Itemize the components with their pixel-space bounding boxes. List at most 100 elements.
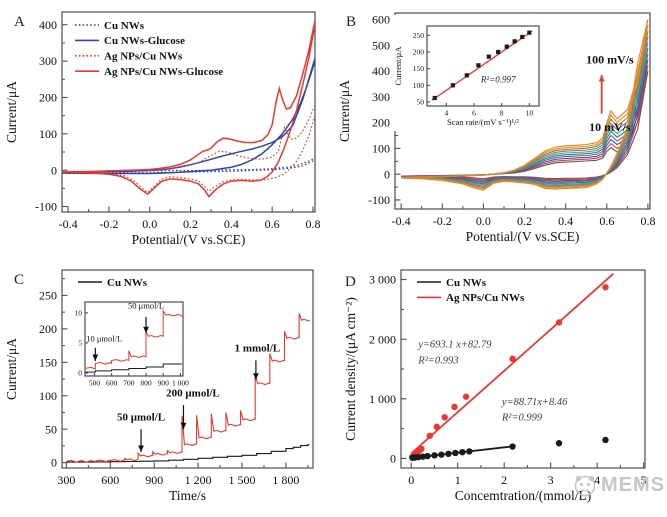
panel-label: C bbox=[14, 272, 24, 288]
panel-d-calibration-chart: 0 1 2 3 4 5 0 1 000 2 000 3 000 Concemtration/(mmo… bbox=[343, 269, 647, 503]
series bbox=[408, 273, 614, 462]
x-tick-label: 0.0 bbox=[142, 217, 157, 231]
series-cv-100mVs bbox=[401, 19, 649, 191]
y-tick-label: 300 bbox=[372, 90, 390, 104]
y-tick-label: 200 bbox=[39, 322, 57, 336]
panel-c-amperometry-chart: 300 600 900 1 200 1 500 1 800050100150200250T… bbox=[4, 269, 314, 503]
annotation: y=693.1 x+82.79 bbox=[417, 340, 492, 351]
legend-label: Ag NPs/Cu NWs-Glucose bbox=[104, 66, 223, 78]
x-tick-label: 0 bbox=[408, 473, 414, 487]
y-tick-label: 1 000 bbox=[369, 392, 396, 406]
annotation: R²=0.993 bbox=[417, 356, 458, 367]
x-tick-label: 4 bbox=[444, 109, 448, 118]
panel-label: A bbox=[14, 14, 25, 30]
inset: 4 6 8 10 50 100 150 200 250 Scan rate/(mV s⁻¹)¹/²… bbox=[390, 15, 548, 131]
x-tick-label: 1 500 bbox=[229, 473, 256, 487]
legend: Cu NWs Ag NPs/Cu NWs bbox=[417, 277, 525, 304]
annotation-arrowhead bbox=[253, 373, 259, 380]
y-axis-title: Current/μA bbox=[337, 80, 352, 142]
y-tick-label: 5 bbox=[78, 338, 82, 347]
y-tick-label: 150 bbox=[413, 64, 425, 73]
axes: -0.4 -0.2 0.0 0.2 0.4 0.6 0.8 -100 0 100 200 300 400… bbox=[337, 12, 655, 244]
legend-label: Cu NWs bbox=[446, 277, 487, 289]
series-Ag NPs/Cu NWs bbox=[66, 313, 310, 463]
annotation: 100 mV/s bbox=[586, 52, 634, 66]
x-tick-label: 0.6 bbox=[599, 214, 614, 228]
x-tick-label: 1 200 bbox=[185, 473, 212, 487]
y-tick-label: 250 bbox=[413, 31, 425, 40]
inset: 500 600 700 800 900 1 000 0 5 10 10 μmol/L 50 μmol… bbox=[69, 293, 193, 389]
x-tick-label: 3 bbox=[548, 473, 554, 487]
y-tick-label: 2 000 bbox=[369, 332, 396, 346]
axes: 4 6 8 10 50 100 150 200 250 Scan rate/(mV s⁻¹)¹/²… bbox=[393, 25, 540, 127]
x-tick-label: 0.4 bbox=[558, 214, 573, 228]
y-tick-label: 50 bbox=[45, 422, 57, 436]
annotation: 1 mmol/L bbox=[235, 343, 281, 355]
y-tick-label: 50 bbox=[417, 98, 425, 107]
annotation-arrowhead bbox=[138, 445, 144, 452]
annotation: 10 μmol/L bbox=[86, 334, 122, 344]
y-axis-title: Current/μA bbox=[4, 81, 19, 143]
x-tick-label: -0.4 bbox=[392, 214, 411, 228]
x-axis-title: Concemtration/(mmol/L) bbox=[455, 488, 591, 503]
annotation-arrowhead bbox=[180, 422, 187, 430]
y-tick-label: 0 bbox=[51, 163, 57, 177]
x-tick-label: -0.2 bbox=[99, 217, 118, 231]
y-tick-label: -100 bbox=[368, 193, 390, 207]
annotations: 50 μmol/L 200 μmol/L 1 mmol/L bbox=[117, 343, 280, 452]
y-tick-label: 150 bbox=[39, 355, 57, 369]
y-axis-title: Current/μA bbox=[393, 46, 403, 86]
x-tick-label: 900 bbox=[158, 379, 170, 388]
y-tick-label: 250 bbox=[39, 288, 57, 302]
y-tick-label: 0 bbox=[78, 369, 82, 378]
annotation: 200 μmol/L bbox=[166, 387, 220, 399]
annotations: y=693.1 x+82.79 R²=0.993 y=88.71x+8.46 R²=0… bbox=[417, 340, 568, 424]
series-Cu NWs bbox=[85, 363, 182, 373]
y-tick-label: 200 bbox=[39, 91, 57, 105]
series-Ag NPs/Cu NWs bbox=[85, 309, 183, 370]
panel-label: D bbox=[345, 274, 356, 290]
y-tick-label: 300 bbox=[39, 54, 57, 68]
x-tick-label: 0.2 bbox=[183, 217, 198, 231]
legend: Cu NWs Cu NWs-Glucose Ag NPs/Cu NWs Ag NPs/… bbox=[75, 20, 223, 78]
x-tick-label: 0.8 bbox=[305, 217, 320, 231]
annotation-arrowhead bbox=[143, 326, 149, 334]
x-tick-label: 300 bbox=[57, 473, 75, 487]
panel-label: B bbox=[346, 14, 356, 30]
series-Ag NPs/Cu NWs bbox=[408, 284, 609, 461]
x-tick-label: -0.2 bbox=[433, 214, 452, 228]
panel-a-cv-comparison-chart: -0.4 -0.2 0.0 0.2 0.4 0.6 0.8 -100 0 100 200 300 400… bbox=[4, 11, 320, 247]
legend-label: Ag NPs/Cu NWs bbox=[446, 292, 525, 304]
legend-label: Cu NWs bbox=[107, 277, 148, 289]
series bbox=[66, 313, 310, 463]
series-Cu NWs bbox=[409, 436, 609, 462]
panel-b-scan-rate-chart: -0.4 -0.2 0.0 0.2 0.4 0.6 0.8 -100 0 100 200 300 400… bbox=[337, 12, 655, 244]
inset-background bbox=[390, 15, 548, 131]
x-tick-label: 2 bbox=[501, 473, 507, 487]
y-tick-label: 400 bbox=[372, 64, 390, 78]
x-axis-title: Scan rate/(mV s⁻¹)¹/² bbox=[447, 117, 519, 127]
y-tick-label: 100 bbox=[413, 81, 425, 90]
series bbox=[62, 20, 315, 198]
y-tick-label: 200 bbox=[413, 48, 425, 57]
annotations: R²=0.997 bbox=[480, 75, 516, 85]
series bbox=[85, 309, 183, 373]
x-axis-title: Time/s bbox=[169, 488, 206, 503]
axes: -0.4 -0.2 0.0 0.2 0.4 0.6 0.8 -100 0 100 200 300 400… bbox=[4, 11, 320, 247]
annotation: y=88.71x+8.46 bbox=[501, 397, 568, 408]
series-Ag NPs/Cu NWs fit bbox=[410, 273, 614, 455]
series-peak current bbox=[432, 30, 532, 101]
series bbox=[431, 30, 533, 101]
annotation: R²=0.999 bbox=[501, 412, 543, 423]
y-tick-label: 500 bbox=[372, 38, 390, 52]
x-tick-label: 0.6 bbox=[265, 217, 280, 231]
annotation-arrowhead bbox=[92, 354, 99, 361]
y-tick-label: 0 bbox=[51, 456, 57, 470]
legend-label: Ag NPs/Cu NWs bbox=[104, 51, 183, 63]
x-axis-title: Potential/(V vs.SCE) bbox=[466, 229, 580, 244]
x-axis-title: Potential/(V vs.SCE) bbox=[132, 232, 246, 247]
y-tick-label: 10 bbox=[75, 308, 83, 317]
x-tick-label: 0.0 bbox=[476, 214, 491, 228]
x-tick-label: 0.4 bbox=[224, 217, 239, 231]
